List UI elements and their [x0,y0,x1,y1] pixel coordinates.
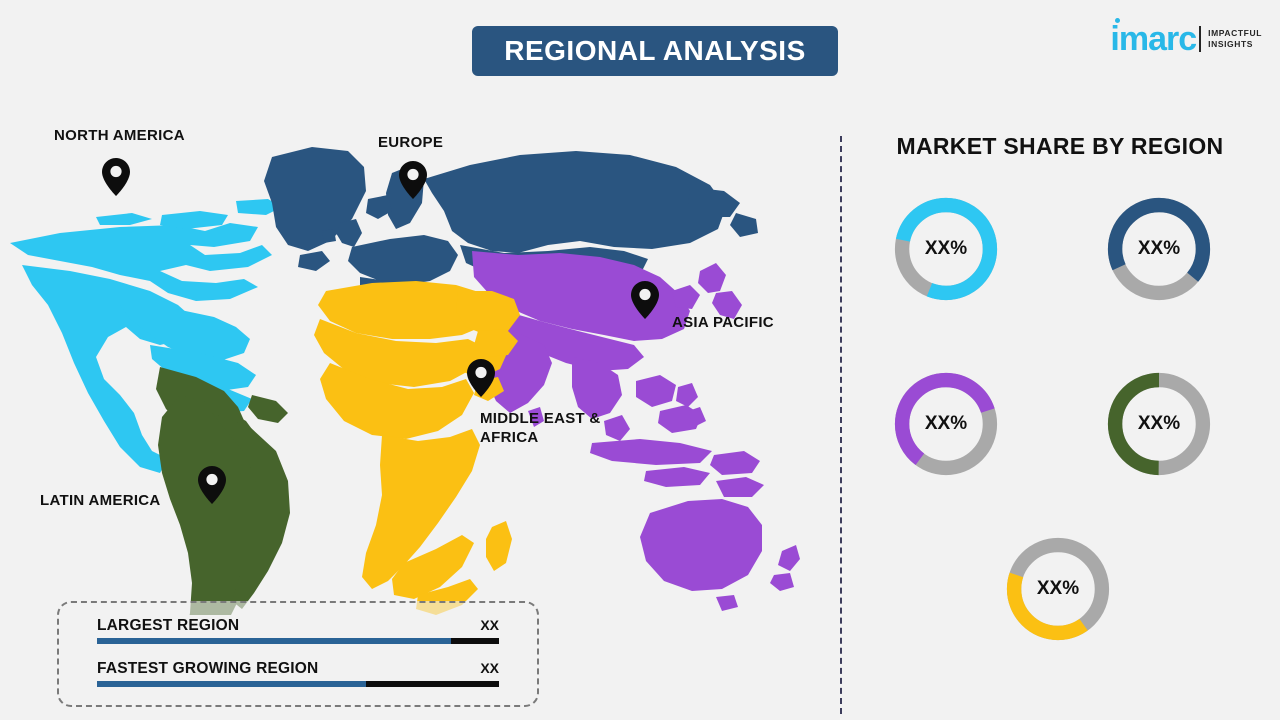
legend-label: FASTEST GROWING REGION [97,660,319,677]
donut-arc [1006,537,1110,641]
donut-arc [1107,197,1211,301]
region-label-north-america: NORTH AMERICA [54,127,185,144]
map-pin-middle-east-africa[interactable] [467,359,495,397]
donut-arc [894,197,998,301]
map-pin-north-america[interactable] [102,158,130,196]
legend-progress-fill [97,681,367,687]
logo-wordmark: imarc [1110,18,1197,58]
donut-value: XX% [1036,578,1080,599]
donut-value: XX% [924,413,968,434]
legend-progress-track [97,681,499,687]
legend-box: LARGEST REGION XX FASTEST GROWING REGION… [57,601,539,707]
panel-divider [840,136,842,714]
world-map [0,95,830,615]
logo-tagline: IMPACTFUL INSIGHTS [1208,28,1262,51]
logo-tagline-line2: INSIGHTS [1208,39,1254,49]
map-region-latin-america [156,367,290,615]
region-label-asia-pacific: ASIA PACIFIC [672,314,774,331]
page-title: REGIONAL ANALYSIS [504,35,806,66]
logo-dot-icon [1115,18,1121,23]
donut-value: XX% [1137,238,1181,259]
legend-progress-track [97,638,499,644]
map-region-middle-east-africa [314,281,520,615]
map-pin-asia-pacific[interactable] [631,281,659,319]
donut-arc [1107,372,1211,476]
logo-divider [1199,26,1202,52]
imarc-logo: imarc IMPACTFUL INSIGHTS [1110,18,1262,58]
donut-asia-pacific: XX% [888,366,1004,482]
donut-middle-east-africa: XX% [1000,531,1116,647]
region-label-middle-east-africa: MIDDLE EAST & AFRICA [480,410,601,446]
donut-value: XX% [1137,413,1181,434]
donut-value: XX% [924,238,968,259]
region-label-latin-america: LATIN AMERICA [40,492,161,509]
map-pin-europe[interactable] [399,161,427,199]
panel-title: MARKET SHARE BY REGION [896,133,1224,159]
legend-row-largest-region: LARGEST REGION XX [97,617,499,644]
legend-progress-fill [97,638,451,644]
logo-tagline-line1: IMPACTFUL [1208,27,1262,38]
legend-value: XX [480,617,499,633]
donut-latin-america: XX% [1101,366,1217,482]
map-pin-latin-america[interactable] [198,466,226,504]
donut-arc [894,372,998,476]
legend-row-fastest-growing-region: FASTEST GROWING REGION XX [97,660,499,687]
legend-label: LARGEST REGION [97,617,240,634]
logo-wordmark-text: imarc [1110,20,1197,58]
region-label-europe: EUROPE [378,134,444,151]
donut-europe: XX% [1101,191,1217,307]
donut-north-america: XX% [888,191,1004,307]
legend-value: XX [480,660,499,676]
page-title-banner: REGIONAL ANALYSIS [472,26,838,76]
